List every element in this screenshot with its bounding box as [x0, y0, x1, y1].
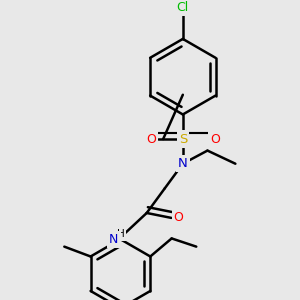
Text: S: S [179, 133, 187, 146]
Text: N: N [178, 157, 188, 170]
Text: Cl: Cl [177, 1, 189, 13]
Text: N: N [109, 233, 119, 246]
Text: O: O [146, 133, 156, 146]
Text: H: H [117, 229, 124, 239]
Text: O: O [174, 212, 184, 224]
Text: O: O [210, 133, 220, 146]
